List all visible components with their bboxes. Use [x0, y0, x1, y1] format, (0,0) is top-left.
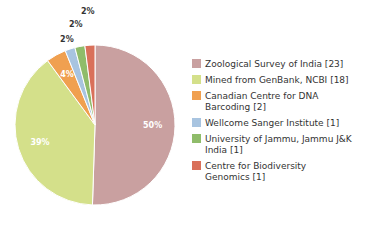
data-label: 39% — [30, 138, 49, 147]
data-label: 50% — [143, 121, 162, 130]
data-label: 2% — [60, 35, 74, 44]
legend-label: Mined from GenBank, NCBI [18] — [205, 75, 349, 85]
legend-label: Zoological Survey of India [23] — [205, 59, 343, 69]
legend-swatch — [192, 134, 201, 143]
legend-label: University of Jammu, Jammu J&KIndia [1] — [205, 134, 353, 155]
slices — [15, 45, 175, 205]
pie-slice — [92, 45, 175, 205]
chart-container: 50% 39% 4% 2% 2% 2% Zoological Survey of India… — [0, 0, 380, 240]
legend-swatch — [192, 59, 201, 68]
data-label: 2% — [69, 20, 83, 29]
legend: Zoological Survey of India [23] Mined fro… — [192, 59, 353, 182]
data-labels: 50% 39% 4% 2% 2% 2% — [30, 7, 162, 147]
chart: 50% 39% 4% 2% 2% 2% Zoological Survey of India… — [0, 0, 380, 240]
legend-label: Centre for BiodiversityGenomics [1] — [205, 161, 307, 182]
legend-label: Canadian Centre for DNABarcoding [2] — [205, 91, 319, 112]
legend-swatch — [192, 91, 201, 100]
data-label: 2% — [81, 7, 95, 16]
pie-slice — [85, 45, 95, 125]
pie-slice — [75, 46, 95, 125]
legend-label: Wellcome Sanger Institute [1] — [205, 118, 339, 128]
legend-swatch — [192, 161, 201, 170]
legend-swatch — [192, 118, 201, 127]
data-label: 4% — [60, 70, 74, 79]
legend-swatch — [192, 75, 201, 84]
